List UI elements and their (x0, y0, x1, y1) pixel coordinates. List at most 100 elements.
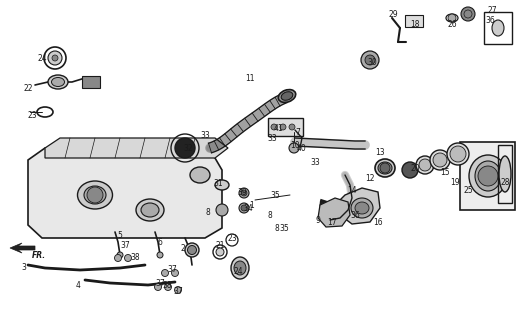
Circle shape (87, 187, 103, 203)
Text: 22: 22 (23, 84, 33, 92)
Polygon shape (28, 148, 222, 238)
Circle shape (117, 252, 123, 258)
Text: 33: 33 (310, 157, 320, 166)
Text: 36: 36 (485, 15, 495, 25)
Text: 7: 7 (296, 127, 300, 137)
Ellipse shape (215, 180, 229, 190)
Text: 8: 8 (205, 207, 211, 217)
Circle shape (162, 269, 169, 276)
Ellipse shape (52, 77, 64, 86)
Text: 24: 24 (37, 53, 47, 62)
Text: 8: 8 (268, 211, 272, 220)
Ellipse shape (378, 162, 392, 174)
Text: 21: 21 (215, 241, 225, 250)
Text: 8: 8 (275, 223, 279, 233)
Ellipse shape (492, 20, 504, 36)
Text: 27: 27 (487, 5, 497, 14)
Ellipse shape (499, 156, 511, 192)
Circle shape (157, 252, 163, 258)
Circle shape (289, 124, 295, 130)
Text: 17: 17 (327, 218, 337, 227)
Text: 18: 18 (410, 20, 420, 28)
Circle shape (289, 143, 299, 153)
Circle shape (239, 188, 249, 198)
Text: 37: 37 (173, 287, 183, 297)
Circle shape (271, 124, 277, 130)
Text: 12: 12 (365, 173, 375, 182)
Circle shape (461, 7, 475, 21)
Text: 32: 32 (183, 143, 193, 153)
Bar (484, 12, 512, 44)
Ellipse shape (281, 92, 293, 100)
Ellipse shape (190, 167, 210, 183)
Ellipse shape (416, 156, 434, 174)
Circle shape (216, 204, 228, 216)
Ellipse shape (433, 153, 447, 167)
Text: 41: 41 (273, 124, 283, 132)
Text: 35: 35 (279, 223, 289, 233)
Ellipse shape (136, 199, 164, 221)
Circle shape (115, 254, 121, 261)
Text: 16: 16 (373, 218, 383, 227)
Circle shape (239, 203, 249, 213)
Circle shape (171, 269, 179, 276)
Text: 38: 38 (162, 281, 172, 290)
Text: 30: 30 (367, 58, 377, 67)
Ellipse shape (430, 150, 450, 170)
Ellipse shape (77, 181, 112, 209)
Polygon shape (318, 198, 350, 227)
Circle shape (365, 55, 375, 65)
Bar (82, 76, 100, 88)
Polygon shape (45, 138, 228, 158)
Text: 26: 26 (447, 20, 457, 28)
Text: 5: 5 (118, 230, 122, 239)
Text: 9: 9 (316, 215, 320, 225)
Text: 35: 35 (270, 190, 280, 199)
Text: 23: 23 (27, 110, 37, 119)
Text: 23: 23 (227, 234, 237, 243)
Text: 33: 33 (267, 133, 277, 142)
Text: 1: 1 (250, 201, 254, 210)
Ellipse shape (402, 162, 418, 178)
Text: 10: 10 (290, 140, 300, 149)
Text: 37: 37 (155, 279, 165, 289)
Text: 13: 13 (375, 148, 385, 156)
Ellipse shape (141, 203, 159, 217)
Text: 29: 29 (388, 10, 398, 19)
Text: 34: 34 (243, 204, 253, 212)
Text: 33: 33 (200, 131, 210, 140)
Circle shape (165, 284, 171, 291)
Text: 39: 39 (237, 188, 247, 196)
Circle shape (478, 166, 498, 186)
Ellipse shape (185, 243, 199, 257)
Text: 37: 37 (167, 266, 177, 275)
Bar (498, 145, 512, 203)
Ellipse shape (475, 161, 501, 191)
Text: 11: 11 (245, 74, 255, 83)
Circle shape (52, 55, 58, 61)
Ellipse shape (375, 159, 395, 177)
Text: 31: 31 (213, 179, 223, 188)
Ellipse shape (419, 159, 431, 171)
Text: 24: 24 (233, 268, 243, 276)
Text: 40: 40 (297, 143, 307, 153)
Text: 36: 36 (350, 211, 360, 220)
Polygon shape (10, 243, 35, 253)
Ellipse shape (231, 257, 249, 279)
Ellipse shape (84, 186, 106, 204)
Ellipse shape (469, 155, 507, 197)
Circle shape (361, 51, 379, 69)
Circle shape (241, 190, 247, 196)
Text: 4: 4 (75, 282, 80, 291)
Circle shape (175, 138, 195, 158)
Text: 14: 14 (347, 186, 357, 195)
Text: 28: 28 (500, 178, 510, 187)
Circle shape (448, 14, 456, 22)
Ellipse shape (187, 245, 197, 254)
Circle shape (380, 163, 390, 173)
Polygon shape (340, 188, 380, 224)
Ellipse shape (278, 90, 296, 102)
Circle shape (241, 205, 247, 211)
Text: 38: 38 (130, 253, 140, 262)
Circle shape (154, 284, 162, 291)
